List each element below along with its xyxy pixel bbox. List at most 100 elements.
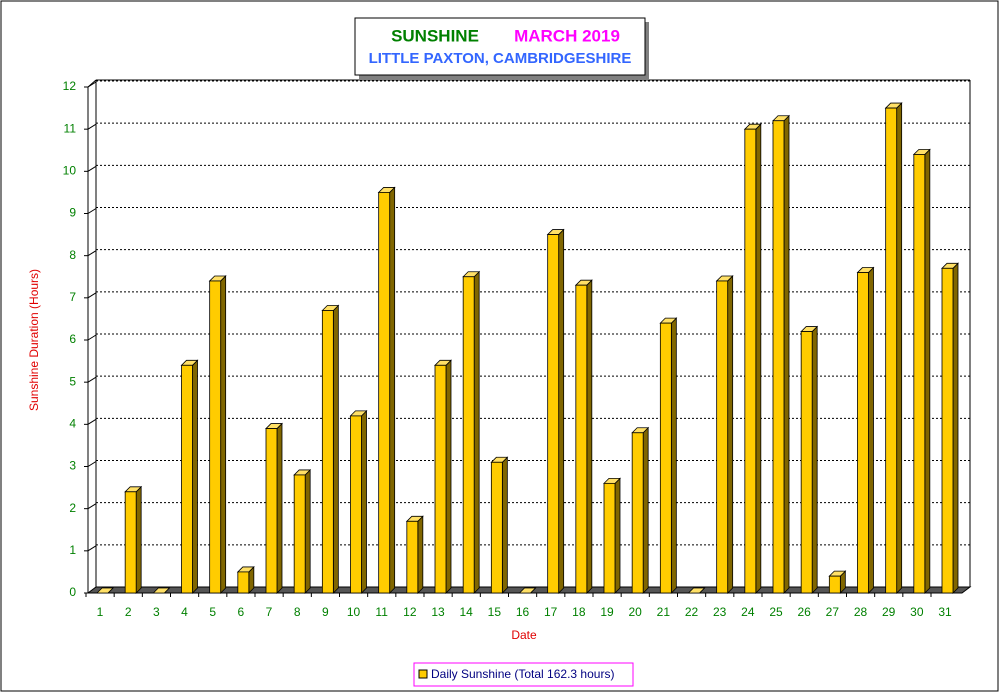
bar-top [518,587,537,594]
bar [941,267,954,594]
x-tick-label: 13 [431,605,445,619]
x-tick-label: 21 [657,605,671,619]
bar-side [896,102,903,594]
x-tick-label: 30 [910,605,924,619]
x-tick-label: 27 [826,605,840,619]
bar [800,331,813,594]
bar-side [361,409,367,594]
bar-side [586,279,593,594]
y-tick-label: 8 [69,248,76,262]
grid-line [87,250,97,257]
bar [350,415,362,594]
grid-line [87,81,97,88]
bar-top [96,587,114,594]
bar-side [276,422,283,594]
bar [659,322,672,594]
bar-side [670,317,677,594]
bar-side [135,485,142,594]
chart-subtitle: LITTLE PAXTON, CAMBRIDGESHIRE [369,50,632,67]
legend-box [413,662,634,687]
grid-line [87,418,97,425]
x-tick-label: 26 [797,605,811,619]
x-tick-label: 9 [322,605,329,619]
x-tick-label: 12 [403,605,417,619]
x-tick-label: 22 [685,605,699,619]
grid-line [87,461,97,467]
x-tick-label: 19 [600,605,614,619]
bar-side [952,262,959,594]
x-tick-label: 7 [266,605,273,619]
y-tick-label: 10 [63,164,77,178]
x-tick-label: 5 [209,605,216,619]
bar [547,234,560,594]
grid-line [87,545,97,552]
bar-side [417,515,424,594]
x-tick-label: 6 [237,605,244,619]
bar [631,432,644,594]
x-tick-label: 23 [713,605,727,619]
x-tick-label: 17 [544,605,558,619]
bar [434,364,447,594]
bar-side [389,186,396,594]
bar [209,280,222,594]
grid-line [87,292,97,299]
x-tick-label: 15 [488,605,502,619]
bar [181,364,193,594]
bar-side [192,359,198,594]
x-axis-label: Date [511,628,537,642]
y-tick-label: 7 [69,290,76,304]
bar-side [332,304,339,594]
x-tick-label: 28 [854,605,868,619]
x-tick-label: 29 [882,605,896,619]
x-tick-label: 20 [628,605,642,619]
x-tick-label: 24 [741,605,755,619]
bar [716,280,729,594]
x-tick-label: 18 [572,605,586,619]
y-tick-label: 5 [69,374,76,388]
chart-title: SUNSHINE [391,26,479,45]
bar [321,310,334,594]
x-tick-label: 14 [459,605,473,619]
x-tick-label: 31 [938,605,952,619]
y-tick-label: 12 [63,79,77,93]
grid-line [87,165,97,172]
y-tick-label: 4 [69,417,76,431]
bar [575,284,588,594]
bar-top [687,587,706,594]
grid-line [87,208,97,214]
bar [857,272,869,594]
bar [913,154,926,594]
bar-side [220,275,227,594]
y-tick-label: 11 [64,121,77,135]
grid-line [87,334,97,341]
x-tick-label: 16 [516,605,530,619]
y-axis-label: Sunshine Duration (Hours) [27,269,41,411]
bar-side [304,468,311,594]
bar [462,276,475,594]
legend-swatch [418,669,428,679]
bar [744,128,757,594]
grid-line [87,123,97,130]
bar [378,192,391,594]
bar-side [868,266,874,594]
bar [490,461,503,594]
bar-side [811,325,818,594]
bar [237,571,250,594]
title-box [354,17,646,76]
bar-side [614,477,621,594]
bar [603,482,616,594]
bar-side [473,270,480,594]
bar [293,474,306,594]
chart-period: MARCH 2019 [514,26,620,45]
x-tick-label: 2 [125,605,132,619]
bar-side [642,426,649,594]
bar [772,120,785,594]
bar [885,107,898,594]
bar-side [783,114,790,594]
bar [265,428,278,594]
bar-side [501,456,508,594]
bar-side [924,148,931,594]
x-tick-label: 25 [769,605,783,619]
bar [124,491,137,594]
y-tick-label: 0 [69,585,76,599]
